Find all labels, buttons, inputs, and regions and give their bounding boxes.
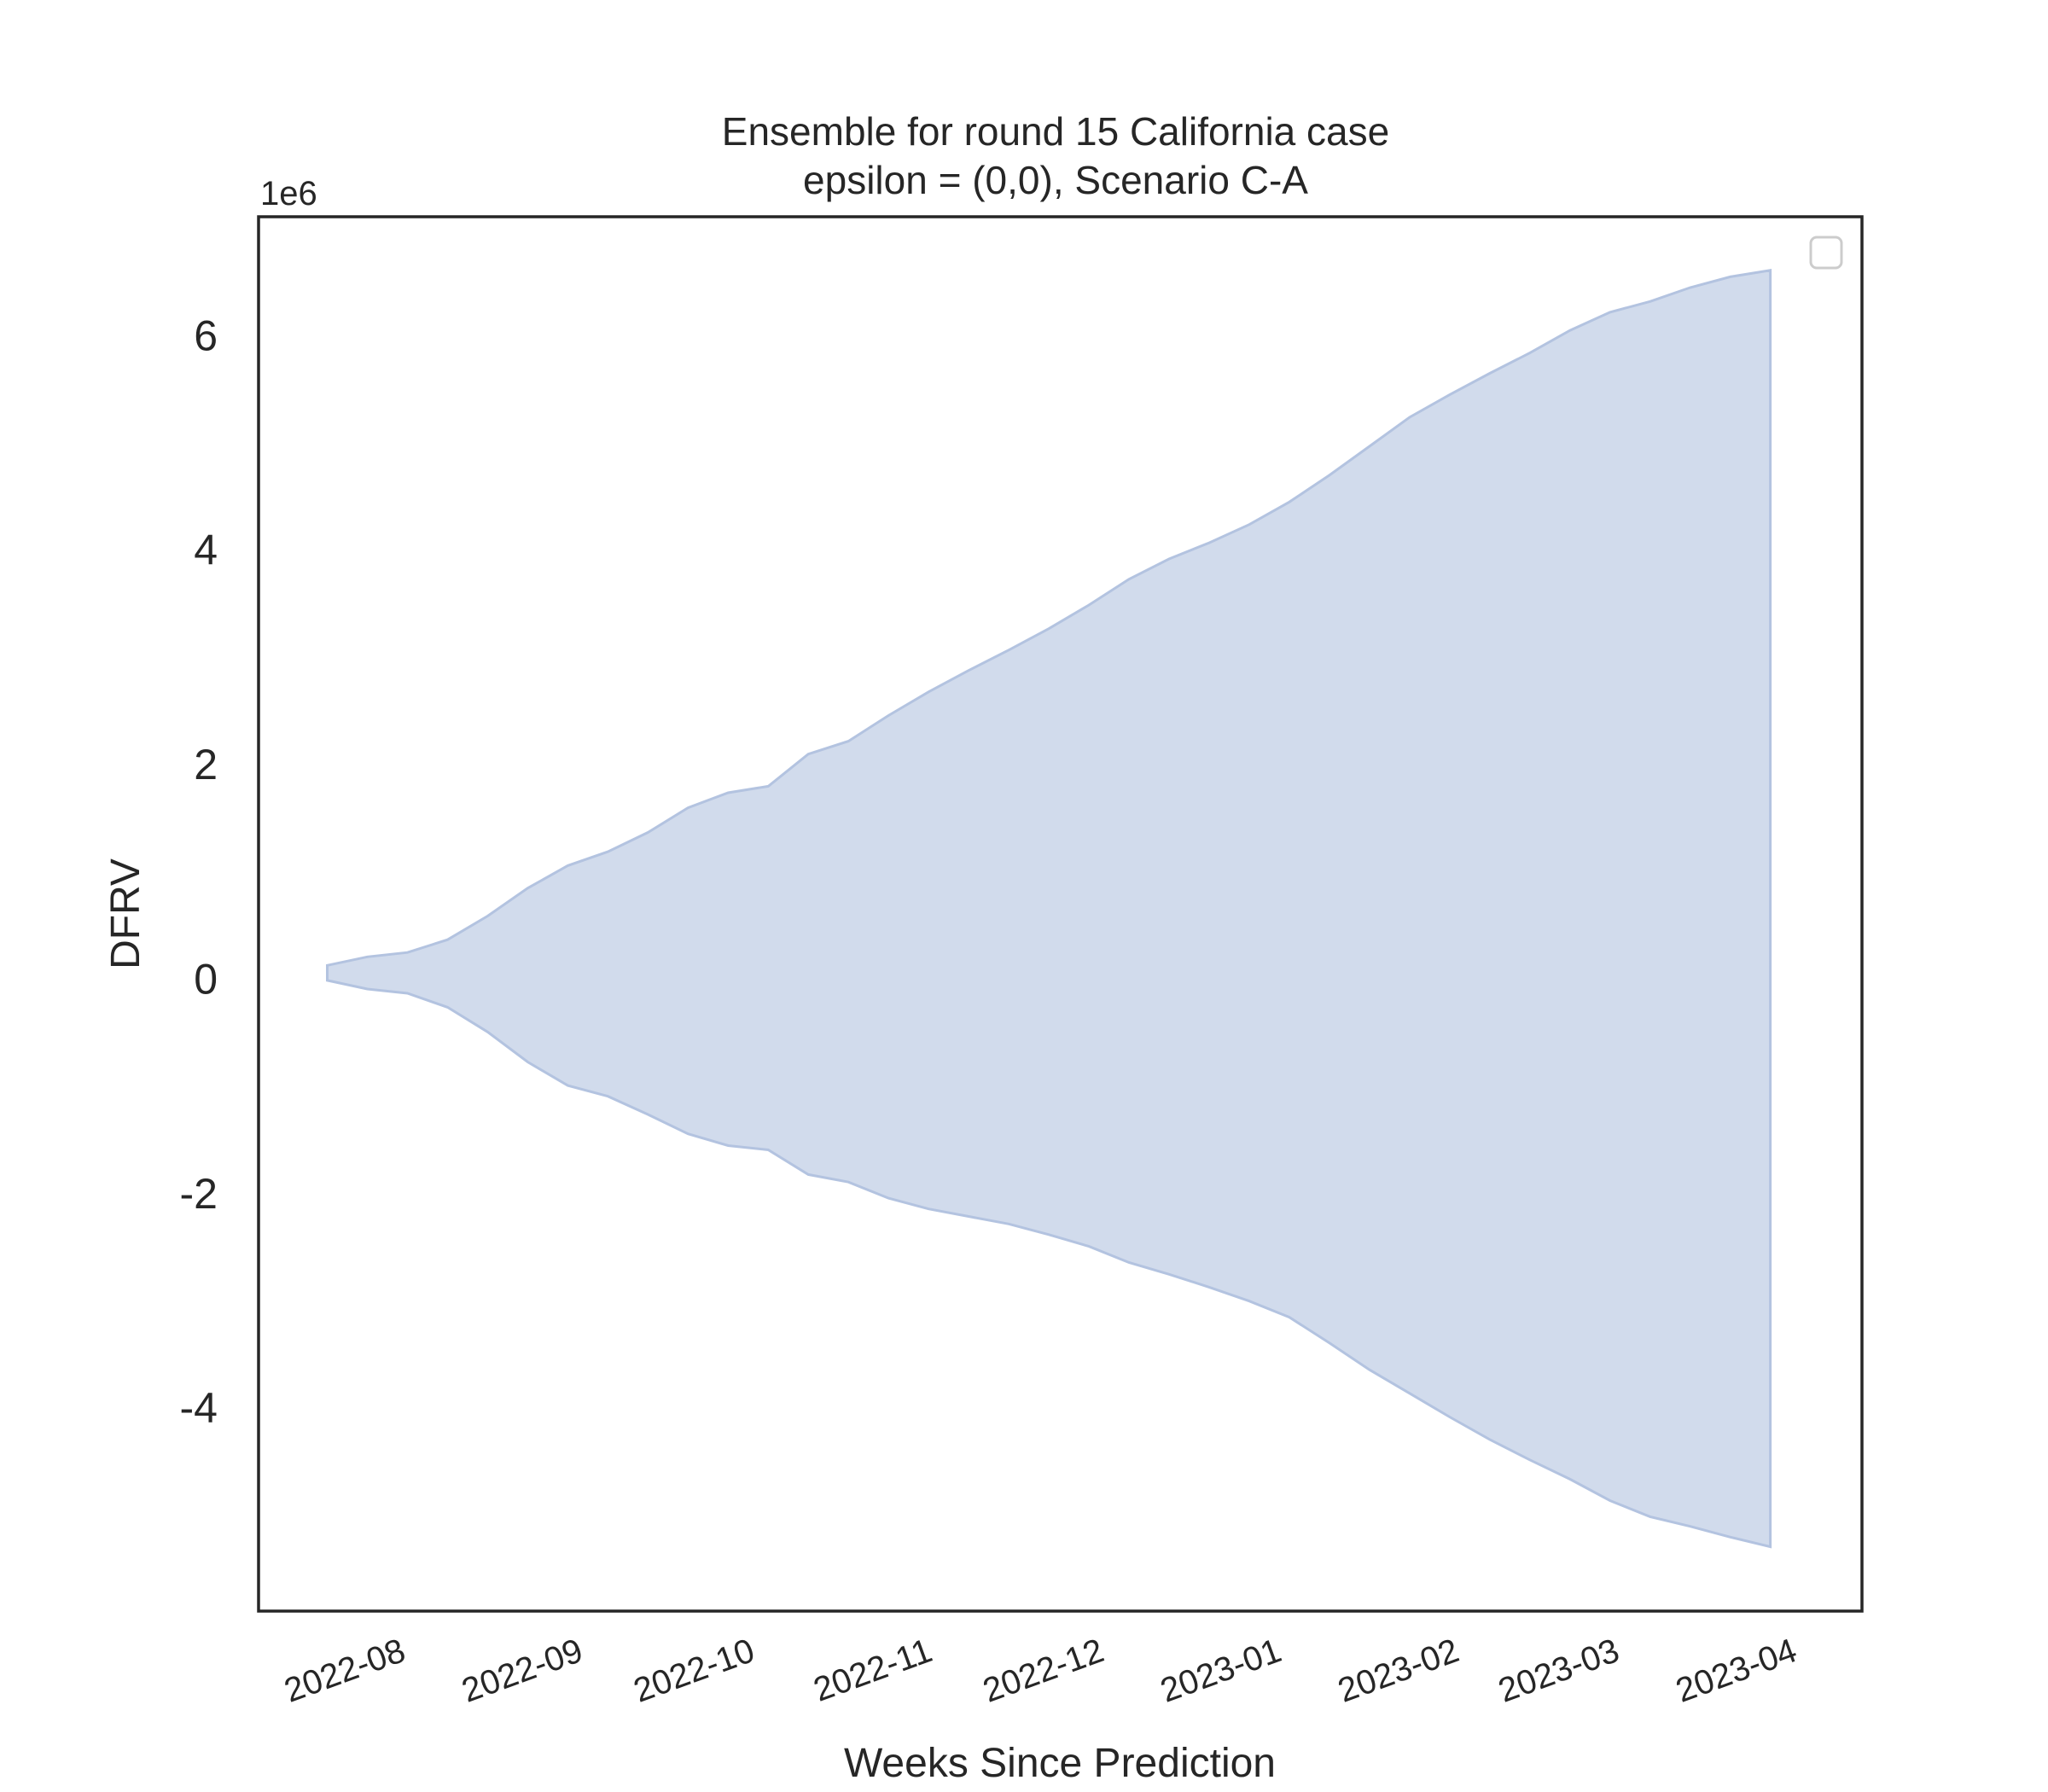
x-tick-label: 2022-09 xyxy=(457,1632,588,1710)
y-axis-ticks: -4 -2 0 2 4 6 xyxy=(180,311,218,1432)
x-tick-label: 2022-12 xyxy=(978,1632,1108,1710)
y-tick-label: 4 xyxy=(194,527,218,574)
y-tick-label: 2 xyxy=(194,741,218,788)
x-axis-ticks: 2022-08 2022-09 2022-10 2022-11 2022-12 2023-… xyxy=(280,1632,1802,1710)
x-tick-label: 2023-01 xyxy=(1155,1632,1286,1710)
x-axis-label: Weeks Since Prediction xyxy=(844,1741,1276,1786)
x-tick-label: 2022-08 xyxy=(280,1632,410,1710)
chart-subtitle: epsilon = (0,0), Scenario C-A xyxy=(803,158,1308,202)
y-offset-label: 1e6 xyxy=(260,175,317,212)
y-tick-label: 0 xyxy=(194,955,218,1003)
y-axis-label: DFRV xyxy=(103,858,148,969)
x-tick-label: 2023-02 xyxy=(1333,1632,1463,1710)
confidence-band-area xyxy=(326,269,1772,1549)
plot-area xyxy=(326,269,1772,1549)
x-tick-label: 2022-11 xyxy=(809,1632,937,1709)
x-tick-label: 2023-03 xyxy=(1493,1632,1624,1710)
legend-box xyxy=(1809,236,1843,270)
y-tick-label: 6 xyxy=(194,311,218,359)
chart-title: Ensemble for round 15 California case xyxy=(722,109,1389,154)
plot-frame xyxy=(257,215,1864,1613)
x-tick-label: 2023-04 xyxy=(1671,1632,1801,1710)
y-tick-label: -2 xyxy=(180,1170,218,1218)
y-tick-label: -4 xyxy=(180,1384,218,1432)
x-tick-label: 2022-10 xyxy=(629,1632,759,1710)
